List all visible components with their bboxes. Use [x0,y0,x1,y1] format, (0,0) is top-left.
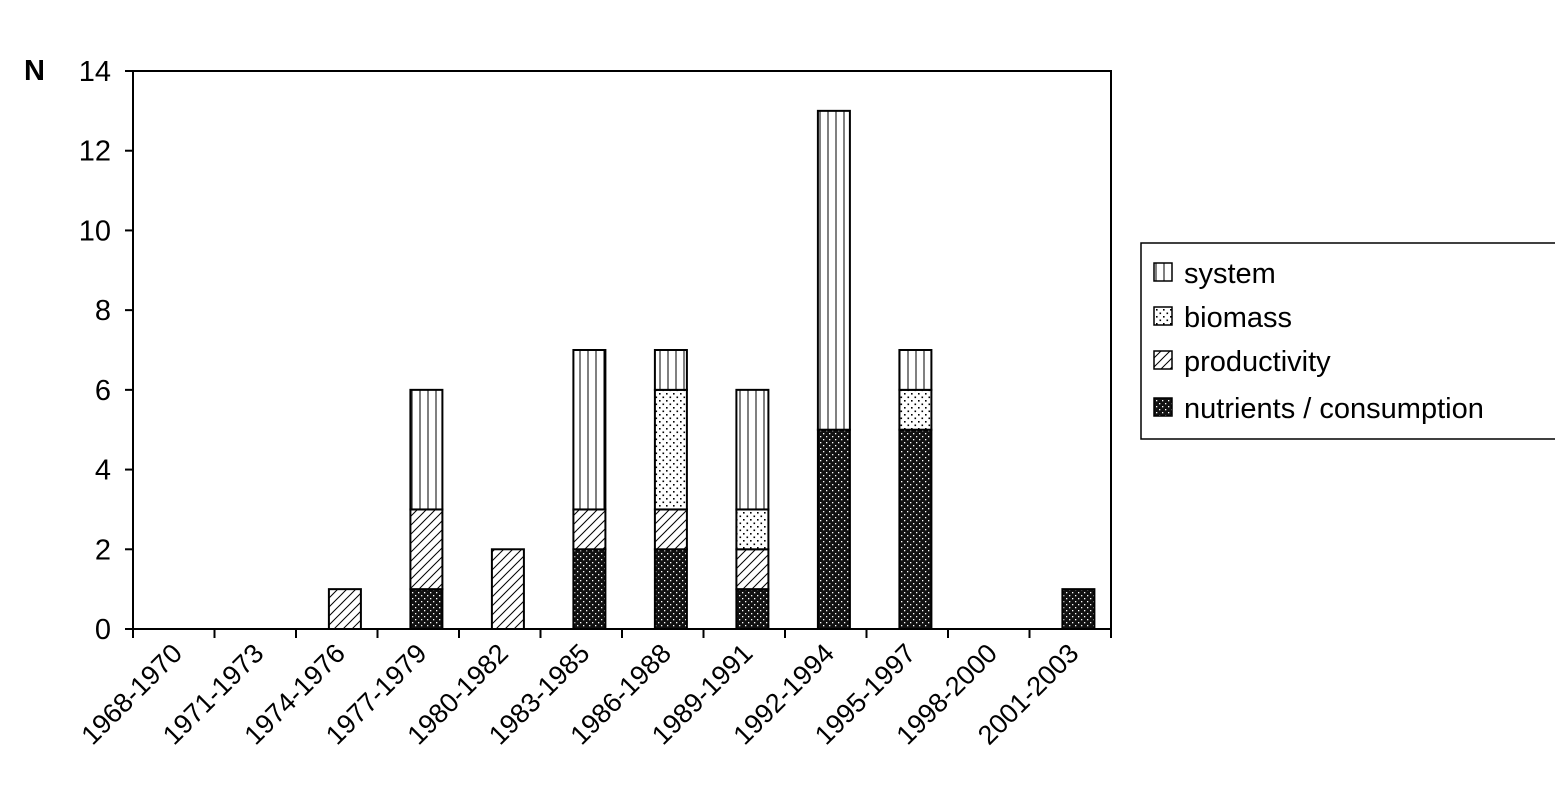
bar-segment [653,349,688,391]
bar-segment [735,508,770,551]
x-axis: 1968-19701971-19731974-19761977-19791980… [75,629,1112,751]
bar-segment [327,588,362,631]
bar-segment [735,388,770,511]
bar-segment [409,508,444,591]
bar-segment [409,588,444,631]
plot-area [132,70,1112,630]
y-axis: 0 2 4 6 8 10 12 14 N [24,55,133,646]
legend-box [1140,242,1555,440]
bar-segment [572,349,607,511]
legend-swatch [1153,306,1173,326]
bar-segment [735,548,770,591]
y-tick-label: 8 [95,295,111,327]
plot-border [132,70,1112,630]
legend-swatch [1153,262,1173,282]
legend-label: productivity [1184,346,1331,378]
y-tick-label: 12 [79,136,111,168]
bar-segment [653,508,688,551]
bar-segment [572,548,607,630]
bar-segment [490,548,525,630]
bar-segment [409,388,444,511]
bar-segment [816,428,851,631]
bar-segment [653,388,688,511]
bar-segment [735,588,770,631]
y-tick-label: 6 [95,375,111,407]
bar-segment [898,428,933,631]
bar-segment [653,548,688,630]
bars [327,109,1096,631]
bar-segment [1061,588,1096,631]
legend-swatch [1153,350,1173,370]
legend-label: nutrients / consumption [1184,393,1484,425]
y-tick-label: 10 [79,215,111,247]
bar-segment [898,349,933,391]
bar-segment [898,388,933,431]
bar-segment [572,508,607,551]
legend-label: biomass [1184,302,1292,334]
y-axis-label: N [24,55,45,87]
y-tick-label: 14 [79,56,111,88]
legend-swatch [1153,397,1173,417]
y-tick-label: 2 [95,534,111,566]
legend-label: system [1184,258,1276,290]
legend: system biomass productivity nutrients / con… [1140,242,1555,440]
y-tick-label: 4 [95,455,111,487]
y-tick-label: 0 [95,614,111,646]
bar-segment [816,109,851,431]
